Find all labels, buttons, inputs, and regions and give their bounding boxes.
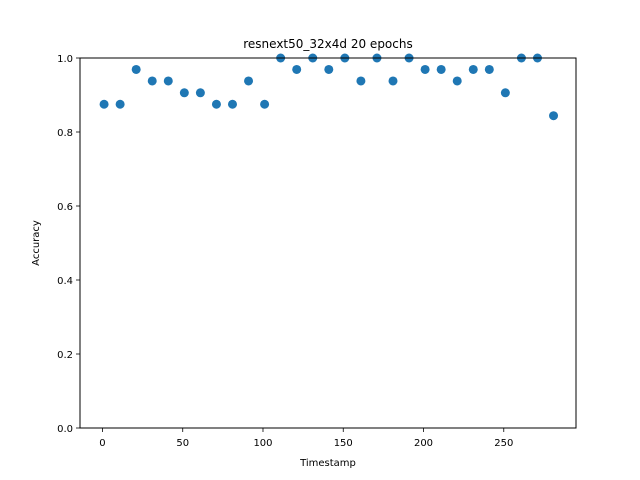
x-tick-label: 150 <box>334 438 353 449</box>
data-point <box>452 76 462 86</box>
data-point <box>147 76 157 86</box>
data-point <box>211 99 221 109</box>
y-axis-label: Accuracy <box>31 220 42 266</box>
y-tick-label: 0.6 <box>57 202 73 213</box>
data-point <box>324 64 334 74</box>
data-point <box>179 88 189 98</box>
plot-frame <box>79 57 577 429</box>
data-point <box>484 64 494 74</box>
y-tick-label: 0.2 <box>57 350 73 361</box>
data-point <box>227 99 237 109</box>
data-point <box>131 64 141 74</box>
x-tick-label: 250 <box>494 438 513 449</box>
data-point <box>115 99 125 109</box>
data-point <box>420 64 430 74</box>
x-tick-label: 0 <box>99 438 105 449</box>
data-point <box>468 64 478 74</box>
data-point <box>500 88 510 98</box>
data-point <box>260 99 270 109</box>
data-points <box>99 53 559 121</box>
data-point <box>244 76 254 86</box>
x-axis-label: Timestamp <box>299 458 356 469</box>
data-point <box>195 88 205 98</box>
data-point <box>99 99 109 109</box>
data-point <box>292 64 302 74</box>
y-tick-label: 0.4 <box>57 276 73 287</box>
x-tick-label: 50 <box>176 438 189 449</box>
data-point <box>163 76 173 86</box>
data-point <box>436 64 446 74</box>
y-axis-ticks: 0.0 0.2 0.4 0.6 0.8 1.0 <box>57 54 80 435</box>
y-tick-label: 0.0 <box>57 424 73 435</box>
x-axis-ticks: 0 50 100 150 200 250 <box>99 428 513 449</box>
y-tick-label: 1.0 <box>57 54 73 65</box>
data-point <box>356 76 366 86</box>
y-tick-label: 0.8 <box>57 128 73 139</box>
data-point <box>549 111 559 121</box>
x-tick-label: 100 <box>253 438 272 449</box>
x-tick-label: 200 <box>414 438 433 449</box>
chart-title: resnext50_32x4d 20 epochs <box>243 37 412 51</box>
data-point <box>388 76 398 86</box>
